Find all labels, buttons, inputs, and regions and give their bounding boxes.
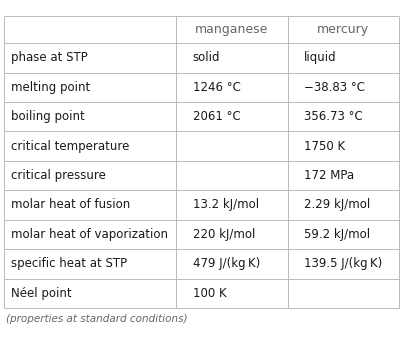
Text: critical temperature: critical temperature [11, 140, 130, 153]
Text: solid: solid [193, 51, 220, 64]
Text: 172 MPa: 172 MPa [304, 169, 354, 182]
Text: 479 J/(kg K): 479 J/(kg K) [193, 257, 260, 270]
Text: molar heat of fusion: molar heat of fusion [11, 199, 131, 211]
Text: −38.83 °C: −38.83 °C [304, 81, 365, 94]
Text: phase at STP: phase at STP [11, 51, 88, 64]
Text: 1750 K: 1750 K [304, 140, 345, 153]
Text: boiling point: boiling point [11, 110, 85, 123]
Text: 220 kJ/mol: 220 kJ/mol [193, 228, 255, 241]
Text: Néel point: Néel point [11, 287, 72, 300]
Text: liquid: liquid [304, 51, 337, 64]
Text: 356.73 °C: 356.73 °C [304, 110, 363, 123]
Text: 100 K: 100 K [193, 287, 226, 300]
Text: molar heat of vaporization: molar heat of vaporization [11, 228, 168, 241]
Text: specific heat at STP: specific heat at STP [11, 257, 127, 270]
Text: manganese: manganese [195, 23, 268, 36]
Text: (properties at standard conditions): (properties at standard conditions) [6, 314, 187, 325]
Text: 1246 °C: 1246 °C [193, 81, 241, 94]
Text: melting point: melting point [11, 81, 91, 94]
Text: 2.29 kJ/mol: 2.29 kJ/mol [304, 199, 370, 211]
Text: 139.5 J/(kg K): 139.5 J/(kg K) [304, 257, 382, 270]
Text: 59.2 kJ/mol: 59.2 kJ/mol [304, 228, 370, 241]
Text: 2061 °C: 2061 °C [193, 110, 240, 123]
Text: mercury: mercury [317, 23, 369, 36]
Text: critical pressure: critical pressure [11, 169, 106, 182]
Text: 13.2 kJ/mol: 13.2 kJ/mol [193, 199, 259, 211]
